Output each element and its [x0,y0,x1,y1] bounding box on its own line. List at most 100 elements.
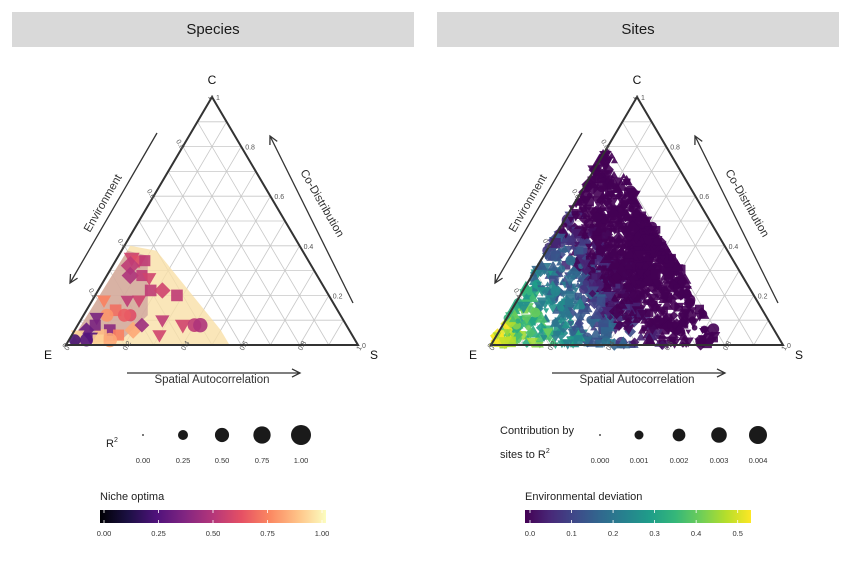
colorbar-tick-label: 0.25 [151,529,166,538]
site-point [578,259,591,270]
site-point [575,271,583,278]
site-point [607,339,615,346]
size-legend-dot [142,434,144,436]
site-point [596,223,606,233]
tick-label-c: 0.4 [541,238,552,250]
site-point [656,309,666,318]
site-point [582,303,593,313]
site-point [583,196,594,207]
size-legend-label: 0.000 [591,456,610,465]
arrow-environment [69,132,158,284]
site-point [606,298,617,307]
axis-title-spatial-autocorrelation: Spatial Autocorrelation [154,374,269,386]
site-point [508,315,517,323]
site-point [709,332,721,342]
size-legend-dot [672,428,686,442]
site-point [677,277,686,287]
tick-label-e: 0.4 [605,340,616,352]
ternary-frame [489,95,785,346]
site-point [573,297,588,310]
size-legend-label: 0.003 [710,456,729,465]
site-point [558,290,568,299]
site-point [649,300,663,312]
tick-label-e: 0 [489,345,497,352]
site-point [573,313,587,325]
site-point [620,249,626,255]
site-point [549,275,559,286]
triangle-outline [489,95,785,346]
site-point [590,324,597,331]
site-point [622,291,630,299]
site-point [650,284,665,299]
gridline [622,121,755,346]
site-point [593,186,605,198]
species-ternary-plot: 0 000.2 0.20.20.4 0.40.40.6 0.60.60.8 0.80.81… [44,73,378,386]
site-point [633,211,640,218]
site-point [614,228,620,234]
site-point [600,214,610,223]
site-point [622,314,628,321]
size-legend-label: 0.50 [215,456,230,465]
axis-title-co-distribution: Co-Distribution [722,168,770,240]
tick-label-e: 0.8 [722,340,733,352]
site-point [590,307,604,319]
site-point [631,315,641,323]
tick-label-e: 0.8 [297,340,308,352]
site-point [561,247,568,254]
arrow-environment-head [69,273,78,285]
tick-label-c: 0.6 [570,188,581,200]
site-point [610,157,618,164]
site-point [591,254,597,260]
colorbar-tick-label: 0.4 [691,529,701,538]
species-point [120,295,135,308]
site-point [581,177,597,193]
site-point [658,296,666,304]
site-point [651,245,658,251]
arrow-co-distribution-head [269,134,278,146]
arrow-co-distribution [694,135,779,304]
site-point [571,209,578,216]
site-point [679,282,686,288]
vertex-label-e: E [44,348,52,362]
site-point [662,313,673,324]
site-point [652,259,659,265]
site-point [673,284,684,296]
site-point [654,265,662,273]
site-point [569,228,582,239]
site-point [515,318,521,324]
site-point [602,185,617,197]
site-point [658,336,666,344]
species-point [113,329,125,341]
species-point [117,308,131,322]
tick-label-c: 0 [485,342,493,349]
site-point [526,337,538,348]
size-legend-dot [749,426,767,444]
site-point [615,262,627,273]
site-point [586,181,600,195]
site-point [573,246,584,257]
site-point [580,208,591,218]
site-point [540,335,549,342]
site-point [644,269,652,277]
site-point [596,181,608,193]
species-point [121,266,139,285]
site-point [623,185,637,198]
size-legend-dot [253,426,271,444]
site-point [585,255,595,265]
site-point [572,287,579,294]
tick-label-c: 0.8 [174,139,185,151]
site-point [707,323,720,335]
site-point [677,334,691,346]
site-point [607,257,623,270]
site-point [533,310,548,323]
site-point [623,325,635,335]
colorbar-tick-label: 1.00 [315,529,330,538]
site-point [611,183,623,193]
colorbar-tick-label: 0.3 [649,529,659,538]
site-point [664,249,671,255]
site-point [536,297,548,307]
site-point [520,318,531,329]
size-legend-label: 0.004 [749,456,768,465]
gridline [167,171,271,346]
